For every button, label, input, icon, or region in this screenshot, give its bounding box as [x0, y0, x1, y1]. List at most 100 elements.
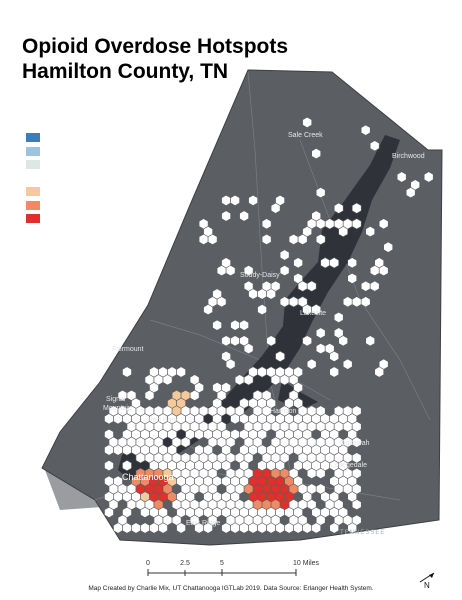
hex-cell [243, 374, 254, 386]
scale-tick-2-5: 2.5 [180, 560, 190, 567]
hex-cell [329, 522, 340, 534]
hex-cell [270, 374, 281, 386]
hex-cell [176, 522, 186, 534]
hex-cell [135, 452, 146, 464]
hex-cell [342, 358, 353, 370]
hex-cell [297, 233, 308, 245]
place-label-chattanooga: Chattanooga [122, 472, 174, 482]
hex-cell [257, 522, 267, 534]
hex-cell [216, 265, 227, 277]
hex-cell [189, 389, 200, 401]
hex-cell [423, 171, 434, 183]
hex-cell [374, 366, 385, 378]
hex-cell [329, 257, 340, 269]
hex-cell [104, 444, 114, 456]
hex-cell [104, 506, 114, 518]
hex-cell [261, 233, 272, 245]
hex-cell [225, 358, 236, 370]
place-label-signal: Signal [106, 396, 126, 403]
hex-cell [140, 522, 150, 534]
place-label-fairmount: Fairmount [112, 346, 144, 353]
hex-cell [351, 499, 362, 511]
hex-cell [279, 265, 290, 277]
hex-cell [306, 280, 317, 292]
map-title: Opioid Overdose Hotspots Hamilton County… [22, 34, 288, 84]
hex-cell [279, 249, 290, 261]
hex-cell [239, 522, 249, 534]
hex-cell [315, 327, 326, 339]
hex-cell [221, 335, 231, 347]
hex-cell [234, 374, 245, 386]
hex-cell [212, 319, 222, 331]
hex-cell [216, 296, 227, 308]
legend: ME & EMS Data 1/3/2017 to 2/15/2019 Cold… [26, 97, 186, 226]
hex-cell [248, 194, 258, 206]
legend-swatch [26, 187, 40, 197]
place-label-birchwood: Birchwood [392, 153, 425, 160]
hex-cell [351, 452, 362, 464]
hex-cell [351, 202, 362, 214]
legend-swatch [26, 214, 40, 224]
hex-cell [203, 304, 213, 316]
hex-cell [162, 374, 173, 386]
hex-cell [230, 319, 240, 331]
hex-cell [270, 202, 281, 214]
place-label-lakesite: Lakesite [300, 310, 327, 317]
legend-label: Hot Spot - 90% Confidence [47, 188, 132, 196]
hex-cell [315, 218, 326, 230]
hex-cell [113, 522, 123, 534]
hex-cell [396, 171, 407, 183]
map-credit: Map Created by Charlie Mix, UT Chattanoo… [88, 585, 374, 592]
map-title-line-1: Opioid Overdose Hotspots [22, 35, 289, 58]
hex-cell [333, 202, 344, 214]
legend-item: Cold Spot - 99% Confidence [26, 131, 186, 145]
hex-cell [230, 522, 240, 534]
hex-cell [266, 522, 276, 534]
hex-grid [104, 116, 434, 534]
hex-cell [194, 428, 204, 440]
legend-item: Not Significant [26, 172, 186, 186]
hex-cell [329, 366, 340, 378]
hex-cell [351, 296, 362, 308]
hex-cell [329, 350, 340, 362]
hex-cell [369, 265, 380, 277]
hex-cell [113, 444, 123, 456]
legend-heading: ME & EMS Data [26, 96, 121, 111]
hex-cell [198, 233, 209, 245]
hex-cell [383, 241, 394, 253]
hex-cell [279, 296, 290, 308]
place-label-mountain: Mountain [103, 405, 132, 412]
hex-cell [176, 366, 186, 378]
hex-cell [248, 288, 258, 300]
hex-cell [113, 413, 123, 425]
hex-cell [239, 319, 249, 331]
place-label-east-ridge: East Ridge [186, 520, 221, 527]
hex-cell [315, 343, 326, 355]
hex-cell [221, 194, 231, 206]
hex-cell [405, 187, 416, 199]
legend-items: Cold Spot - 99% Confidence Cold Spot - 95… [26, 131, 186, 226]
legend-date-range: 1/3/2017 to 2/15/2019 [26, 110, 153, 125]
hex-cell [315, 187, 326, 199]
hex-cell [369, 140, 380, 152]
scale-tick-10-miles: 10 Miles [292, 560, 320, 567]
legend-item: Hot Spot - 90% Confidence [26, 185, 186, 199]
hex-cell [347, 257, 358, 269]
hex-cell [122, 460, 132, 472]
hex-cell [347, 522, 358, 534]
place-label-harrison: Harrison [270, 408, 297, 415]
hex-cell [288, 233, 299, 245]
hex-cell [266, 335, 276, 347]
hex-cell [378, 218, 389, 230]
legend-label: Cold Spot - 95% Confidence [47, 147, 136, 155]
hex-cell [248, 522, 258, 534]
hex-cell [378, 265, 389, 277]
hex-cell [257, 366, 267, 378]
hex-cell [149, 522, 159, 534]
hex-cell [320, 257, 331, 269]
legend-swatch [26, 173, 40, 183]
hex-cell [275, 350, 285, 362]
hex-cell [207, 233, 218, 245]
hex-cell [275, 522, 285, 534]
